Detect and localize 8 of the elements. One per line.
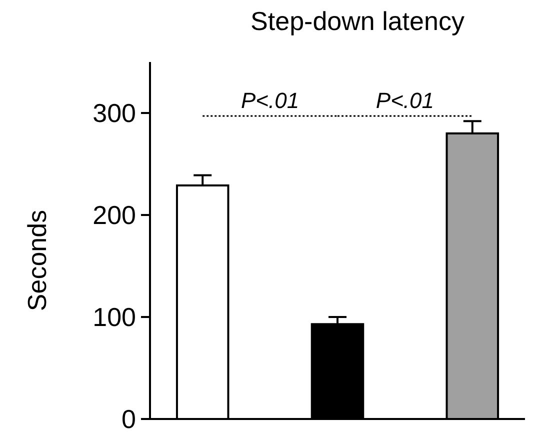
chart-title: Step-down latency (250, 6, 464, 36)
annotation: P<.01 (241, 88, 300, 113)
y-tick-label: 0 (122, 404, 136, 434)
y-tick-label: 300 (92, 98, 136, 128)
y-tick-label: 200 (92, 200, 136, 230)
y-axis-title: Seconds (22, 210, 52, 312)
y-tick-label: 100 (92, 302, 136, 332)
annotation: P<.01 (376, 88, 434, 113)
